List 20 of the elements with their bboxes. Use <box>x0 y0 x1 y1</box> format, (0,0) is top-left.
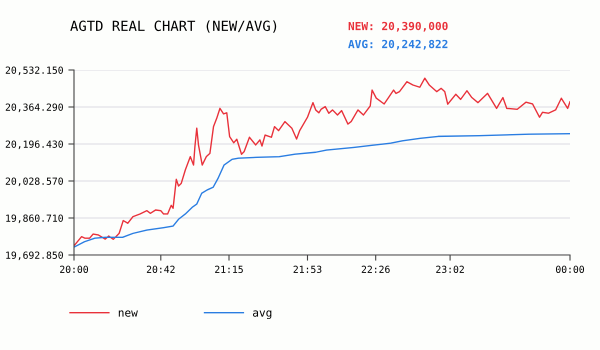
x-tick-label: 23:02 <box>436 266 464 273</box>
y-tick-label: 20,364.290 <box>6 104 63 112</box>
text: AVG: 20,242,822 <box>348 40 448 50</box>
text: NEW: 20,390,000 <box>348 22 448 32</box>
y-tick-label: 19,692.850 <box>6 252 63 260</box>
legend-label: new <box>118 310 138 317</box>
line-series <box>74 77 570 246</box>
x-tick-label: 00:00 <box>556 266 584 273</box>
x-tick-label: 21:53 <box>294 266 322 273</box>
x-tick-label: 20:42 <box>146 266 175 273</box>
y-tick-label: 20,196.430 <box>6 140 63 150</box>
y-tick-label: 20,532.150 <box>6 66 63 76</box>
x-tick-label: 22:26 <box>362 266 390 273</box>
y-tick-label: 20,028.570 <box>6 178 63 186</box>
x-tick-label: 20:00 <box>60 266 88 273</box>
x-tick-label: 21:15 <box>215 266 243 273</box>
legend-label: avg <box>253 310 272 319</box>
y-tick-label: 19,860.710 <box>6 214 63 224</box>
line-series <box>74 133 570 248</box>
chart-title: AGTD REAL CHART (NEW/AVG) <box>70 20 276 33</box>
